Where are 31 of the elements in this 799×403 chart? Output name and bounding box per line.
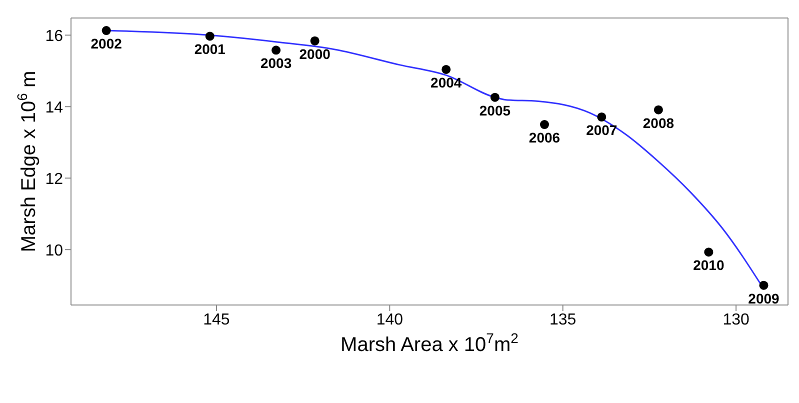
annotation: 2005 (479, 102, 511, 118)
annotation: 2010 (693, 257, 724, 274)
point (442, 64, 451, 74)
point (205, 32, 214, 41)
y-tick-label: 16 (45, 28, 64, 45)
point (310, 36, 320, 46)
point (102, 26, 111, 36)
annotation: 2009 (748, 290, 780, 306)
annotation: 2000 (299, 46, 331, 62)
annotation: 2004 (430, 74, 462, 90)
annotation: 2003 (260, 55, 292, 72)
point (654, 105, 663, 114)
point (272, 46, 281, 55)
annotation: 2008 (642, 114, 674, 131)
x-axis-title: Marsh Area x 10$^{7}$m$^{2}$ (340, 330, 519, 356)
y-tick-label: 12 (45, 170, 64, 188)
point (490, 92, 500, 102)
y-tick-label: 14 (45, 99, 64, 116)
x-tick-label: 130 (722, 311, 750, 328)
x-tick-label: 140 (376, 311, 404, 328)
annotation: 2007 (586, 122, 618, 138)
point (759, 280, 768, 290)
y-tick-label: 10 (45, 242, 64, 260)
annotation: 2006 (528, 129, 560, 146)
x-tick-label: 135 (550, 311, 576, 328)
point (540, 120, 550, 130)
annotation: 2001 (194, 41, 226, 58)
annotation: 2002 (90, 35, 122, 52)
x-tick-label: 145 (203, 311, 230, 328)
point (597, 112, 606, 122)
point (704, 248, 714, 257)
